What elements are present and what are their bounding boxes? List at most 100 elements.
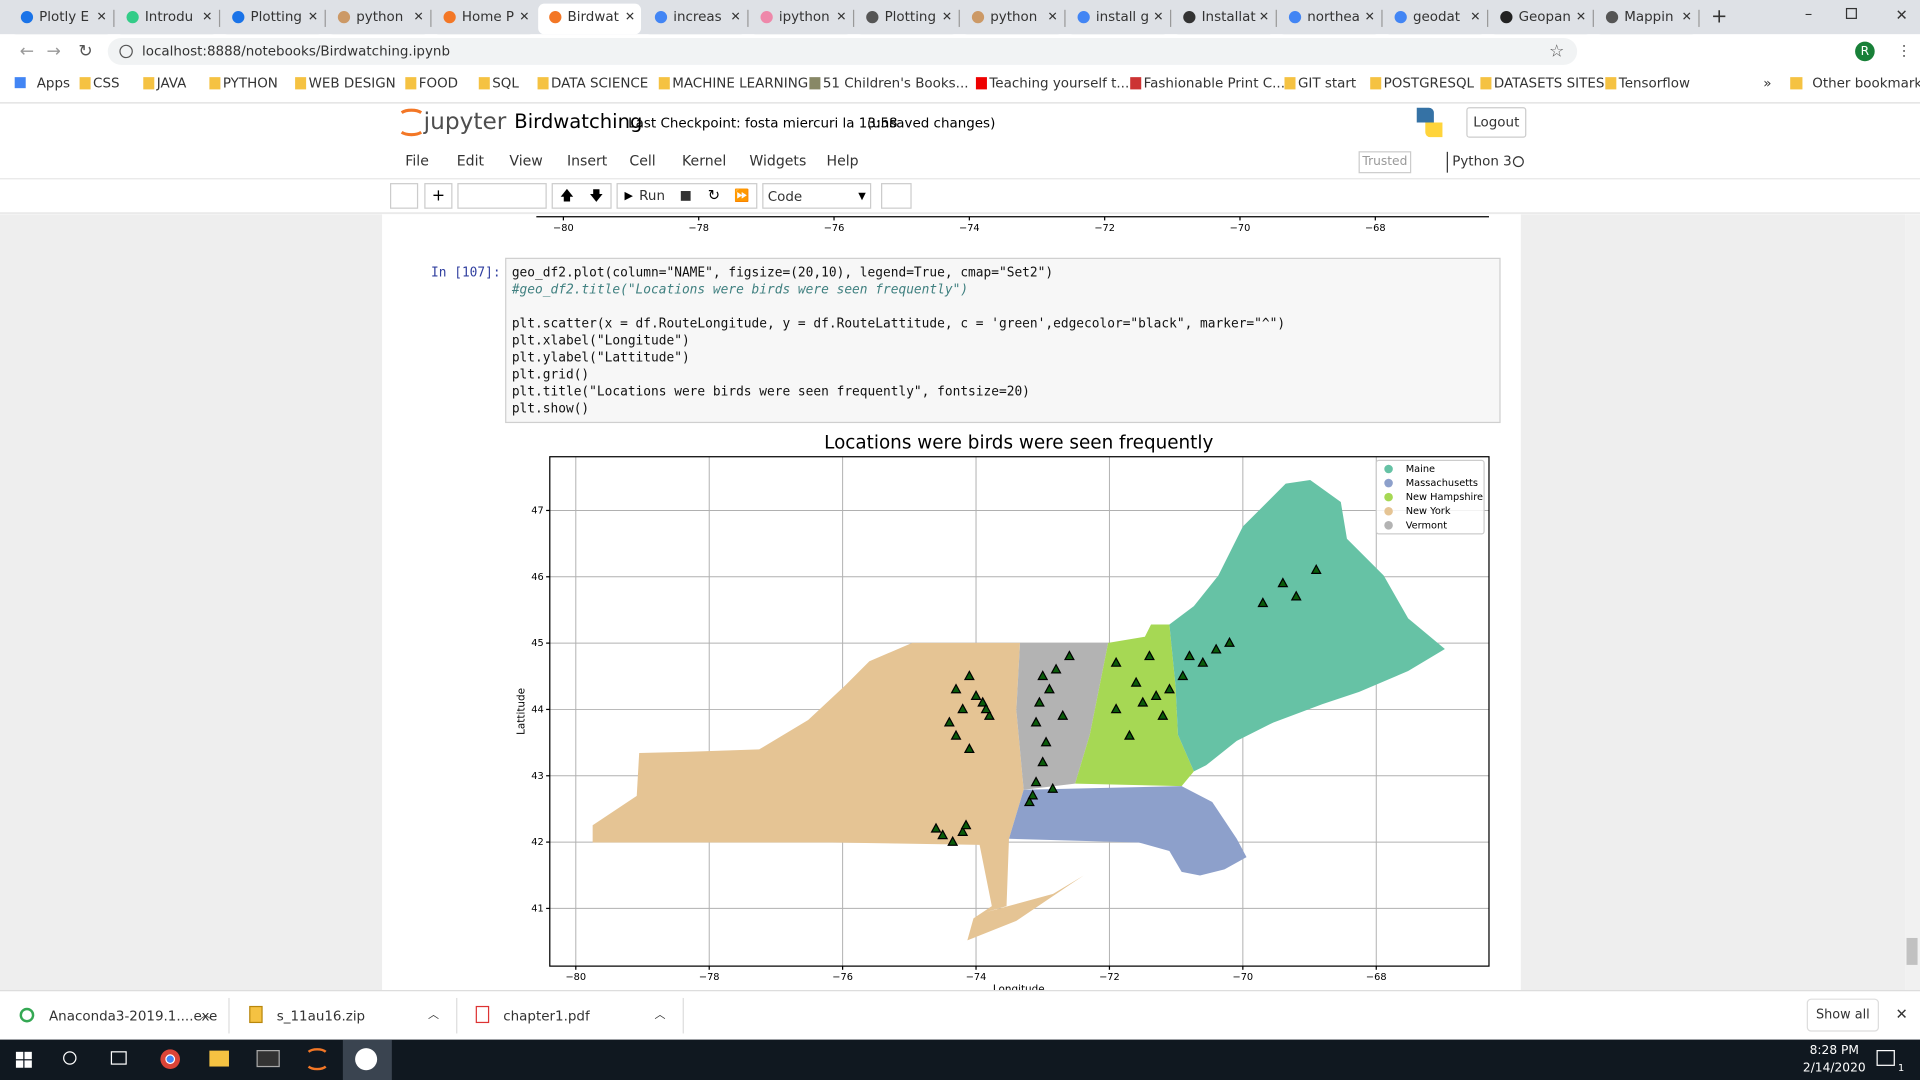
- menu-item[interactable]: Help: [827, 154, 859, 170]
- tab-close[interactable]: ✕: [1259, 10, 1269, 24]
- minimize[interactable]: –: [1805, 6, 1812, 23]
- menu-item[interactable]: Cell: [629, 154, 655, 170]
- tab-title[interactable]: Birdwat: [568, 10, 619, 25]
- tab-title[interactable]: Geopan: [1519, 10, 1571, 25]
- menu-item[interactable]: Insert: [567, 154, 608, 170]
- tab-title[interactable]: python: [990, 10, 1037, 25]
- insert-icon[interactable]: +: [432, 185, 445, 204]
- jupyter-logo[interactable]: jupyter: [423, 108, 507, 135]
- download-name[interactable]: s_11au16.zip: [277, 1009, 365, 1024]
- tab[interactable]: [855, 3, 959, 35]
- notebook-name[interactable]: Birdwatching: [514, 110, 642, 133]
- close-downloads[interactable]: ✕: [1895, 1006, 1907, 1023]
- show-all[interactable]: Show all: [1816, 1008, 1870, 1023]
- tab[interactable]: [9, 3, 113, 35]
- download-menu[interactable]: ︿: [654, 1008, 665, 1021]
- omnibox[interactable]: [107, 37, 1578, 65]
- run-all-icon[interactable]: ⏩: [734, 187, 749, 202]
- download-name[interactable]: Anaconda3-2019.1....exe: [49, 1009, 217, 1024]
- run-label[interactable]: Run: [639, 189, 665, 204]
- tab[interactable]: [538, 3, 642, 35]
- tab-close[interactable]: ✕: [1470, 10, 1480, 24]
- tab-close[interactable]: ✕: [731, 10, 741, 24]
- edit-buttons[interactable]: [457, 183, 547, 209]
- terminal-app[interactable]: [256, 1050, 280, 1068]
- tab-title[interactable]: Installat: [1202, 10, 1256, 25]
- bookmark[interactable]: POSTGRESQL: [1384, 76, 1475, 91]
- star[interactable]: ☆: [1549, 41, 1564, 61]
- menu-item[interactable]: View: [509, 154, 542, 170]
- restore[interactable]: [1845, 7, 1857, 19]
- tab-close[interactable]: ✕: [308, 10, 318, 24]
- run-icon[interactable]: ▶: [624, 189, 633, 202]
- tab-close[interactable]: ✕: [1682, 10, 1692, 24]
- menu-dots[interactable]: ⋮: [1897, 42, 1912, 59]
- tab-title[interactable]: geodat: [1413, 10, 1460, 25]
- bookmark[interactable]: JAVA: [156, 76, 187, 91]
- reload[interactable]: ↻: [78, 41, 92, 61]
- tab-title[interactable]: Plotting: [885, 10, 936, 25]
- menu-item[interactable]: File: [405, 154, 429, 170]
- tab-close[interactable]: ✕: [836, 10, 846, 24]
- bookmark[interactable]: SQL: [492, 76, 519, 91]
- tab[interactable]: [643, 3, 747, 35]
- tab[interactable]: [960, 3, 1064, 35]
- tab[interactable]: [115, 3, 219, 35]
- tab-title[interactable]: Mappin: [1624, 10, 1673, 25]
- tab-close[interactable]: ✕: [1576, 10, 1586, 24]
- tab[interactable]: [749, 3, 853, 35]
- search[interactable]: [63, 1051, 77, 1065]
- tab-close[interactable]: ✕: [1365, 10, 1375, 24]
- up-icon[interactable]: 🡅: [560, 189, 574, 204]
- tab-close[interactable]: ✕: [414, 10, 424, 24]
- tab-title[interactable]: python: [356, 10, 403, 25]
- action-center[interactable]: [1876, 1050, 1895, 1066]
- jupyter-app[interactable]: [307, 1048, 327, 1071]
- restart-icon[interactable]: ↻: [708, 187, 720, 204]
- tab[interactable]: [1172, 3, 1276, 35]
- bookmark[interactable]: Tensorflow: [1618, 76, 1690, 91]
- trusted-badge[interactable]: [1358, 151, 1412, 174]
- tab-title[interactable]: increas: [673, 10, 721, 25]
- tab-title[interactable]: Introdu: [145, 10, 193, 25]
- tab-title[interactable]: ipython: [779, 10, 830, 25]
- tab[interactable]: [1383, 3, 1487, 35]
- back[interactable]: ←: [20, 41, 34, 61]
- other-bookmarks[interactable]: Other bookmarks: [1812, 76, 1920, 91]
- active-app-icon[interactable]: [355, 1048, 378, 1071]
- tab-title[interactable]: Plotly E: [39, 10, 89, 25]
- save-button[interactable]: [390, 183, 419, 209]
- clock-time[interactable]: 8:28 PM: [1810, 1043, 1859, 1057]
- scrollbar[interactable]: [1905, 214, 1920, 991]
- bookmark[interactable]: 51 Children's Books...: [823, 76, 969, 91]
- bookmark[interactable]: DATASETS SITES: [1494, 76, 1605, 91]
- forward[interactable]: →: [47, 41, 61, 61]
- tab-title[interactable]: install g: [1096, 10, 1149, 25]
- tab[interactable]: [1594, 3, 1698, 35]
- download-name[interactable]: chapter1.pdf: [503, 1009, 590, 1024]
- download-menu[interactable]: ︿: [200, 1008, 211, 1021]
- tab[interactable]: [326, 3, 430, 35]
- cell-type-select[interactable]: [762, 183, 872, 209]
- menu-item[interactable]: Widgets: [749, 154, 806, 170]
- keyboard-button[interactable]: [881, 183, 912, 209]
- tab-close[interactable]: ✕: [942, 10, 952, 24]
- bookmark[interactable]: FOOD: [419, 76, 458, 91]
- tab-close[interactable]: ✕: [202, 10, 212, 24]
- tab-close[interactable]: ✕: [625, 10, 635, 24]
- task-view[interactable]: [110, 1051, 127, 1065]
- bookmark[interactable]: Apps: [37, 76, 70, 91]
- bookmark[interactable]: DATA SCIENCE: [551, 76, 648, 91]
- close-window[interactable]: ✕: [1896, 7, 1908, 24]
- tab[interactable]: [1277, 3, 1381, 35]
- trusted[interactable]: Trusted: [1361, 154, 1407, 168]
- select-arrow[interactable]: ▼: [858, 191, 866, 202]
- address[interactable]: localhost:8888/notebooks/Birdwatching.ip…: [142, 44, 450, 59]
- bookmark[interactable]: PYTHON: [223, 76, 278, 91]
- tab-close[interactable]: ✕: [1048, 10, 1058, 24]
- stop-icon[interactable]: [680, 191, 691, 201]
- scroll-thumb[interactable]: [1906, 937, 1918, 965]
- tab-close[interactable]: ✕: [519, 10, 529, 24]
- profile[interactable]: [1855, 41, 1875, 62]
- tab-title[interactable]: northea: [1307, 10, 1360, 25]
